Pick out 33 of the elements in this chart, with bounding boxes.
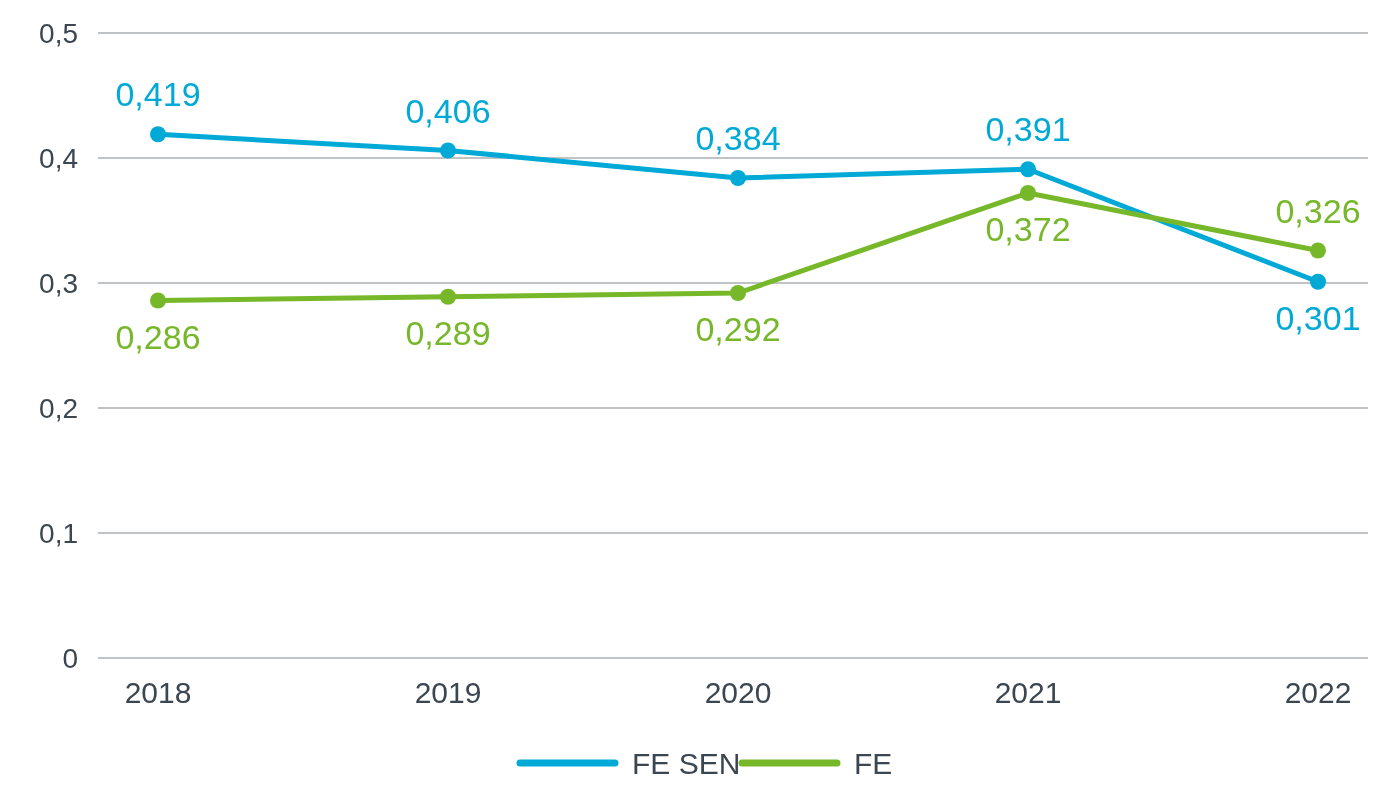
y-tick-label: 0,3 xyxy=(39,267,78,299)
data-label: 0,286 xyxy=(115,317,201,356)
x-tick-label: 2021 xyxy=(994,676,1062,709)
data-label: 0,419 xyxy=(115,75,201,114)
point xyxy=(1020,185,1036,201)
point xyxy=(150,292,166,309)
x-tick-label: 2022 xyxy=(1284,676,1352,709)
data-label: 0,391 xyxy=(985,110,1071,149)
data-label: 0,292 xyxy=(695,310,781,348)
point xyxy=(440,142,456,159)
y-tick-label: 0,1 xyxy=(39,517,78,549)
x-tick-label: 2018 xyxy=(124,676,192,709)
point xyxy=(440,288,456,305)
legend-label: FE xyxy=(854,746,893,780)
point xyxy=(150,126,166,143)
data-label: 0,406 xyxy=(405,91,491,130)
point xyxy=(1310,273,1326,290)
point xyxy=(730,170,746,186)
legend-label: FE SEN xyxy=(632,746,741,780)
y-tick-label: 0,5 xyxy=(39,17,78,49)
point xyxy=(730,285,746,301)
data-label: 0,301 xyxy=(1275,298,1361,337)
y-tick-label: 0,4 xyxy=(39,142,78,174)
point xyxy=(1020,161,1036,178)
x-tick-label: 2019 xyxy=(414,676,482,709)
point xyxy=(1310,242,1326,259)
data-label: 0,384 xyxy=(695,119,781,157)
data-label: 0,326 xyxy=(1275,191,1361,230)
data-label: 0,289 xyxy=(405,313,491,352)
x-tick-label: 2020 xyxy=(704,676,772,709)
data-label: 0,372 xyxy=(985,210,1071,248)
y-tick-label: 0 xyxy=(62,642,78,674)
y-tick-label: 0,2 xyxy=(39,392,78,424)
